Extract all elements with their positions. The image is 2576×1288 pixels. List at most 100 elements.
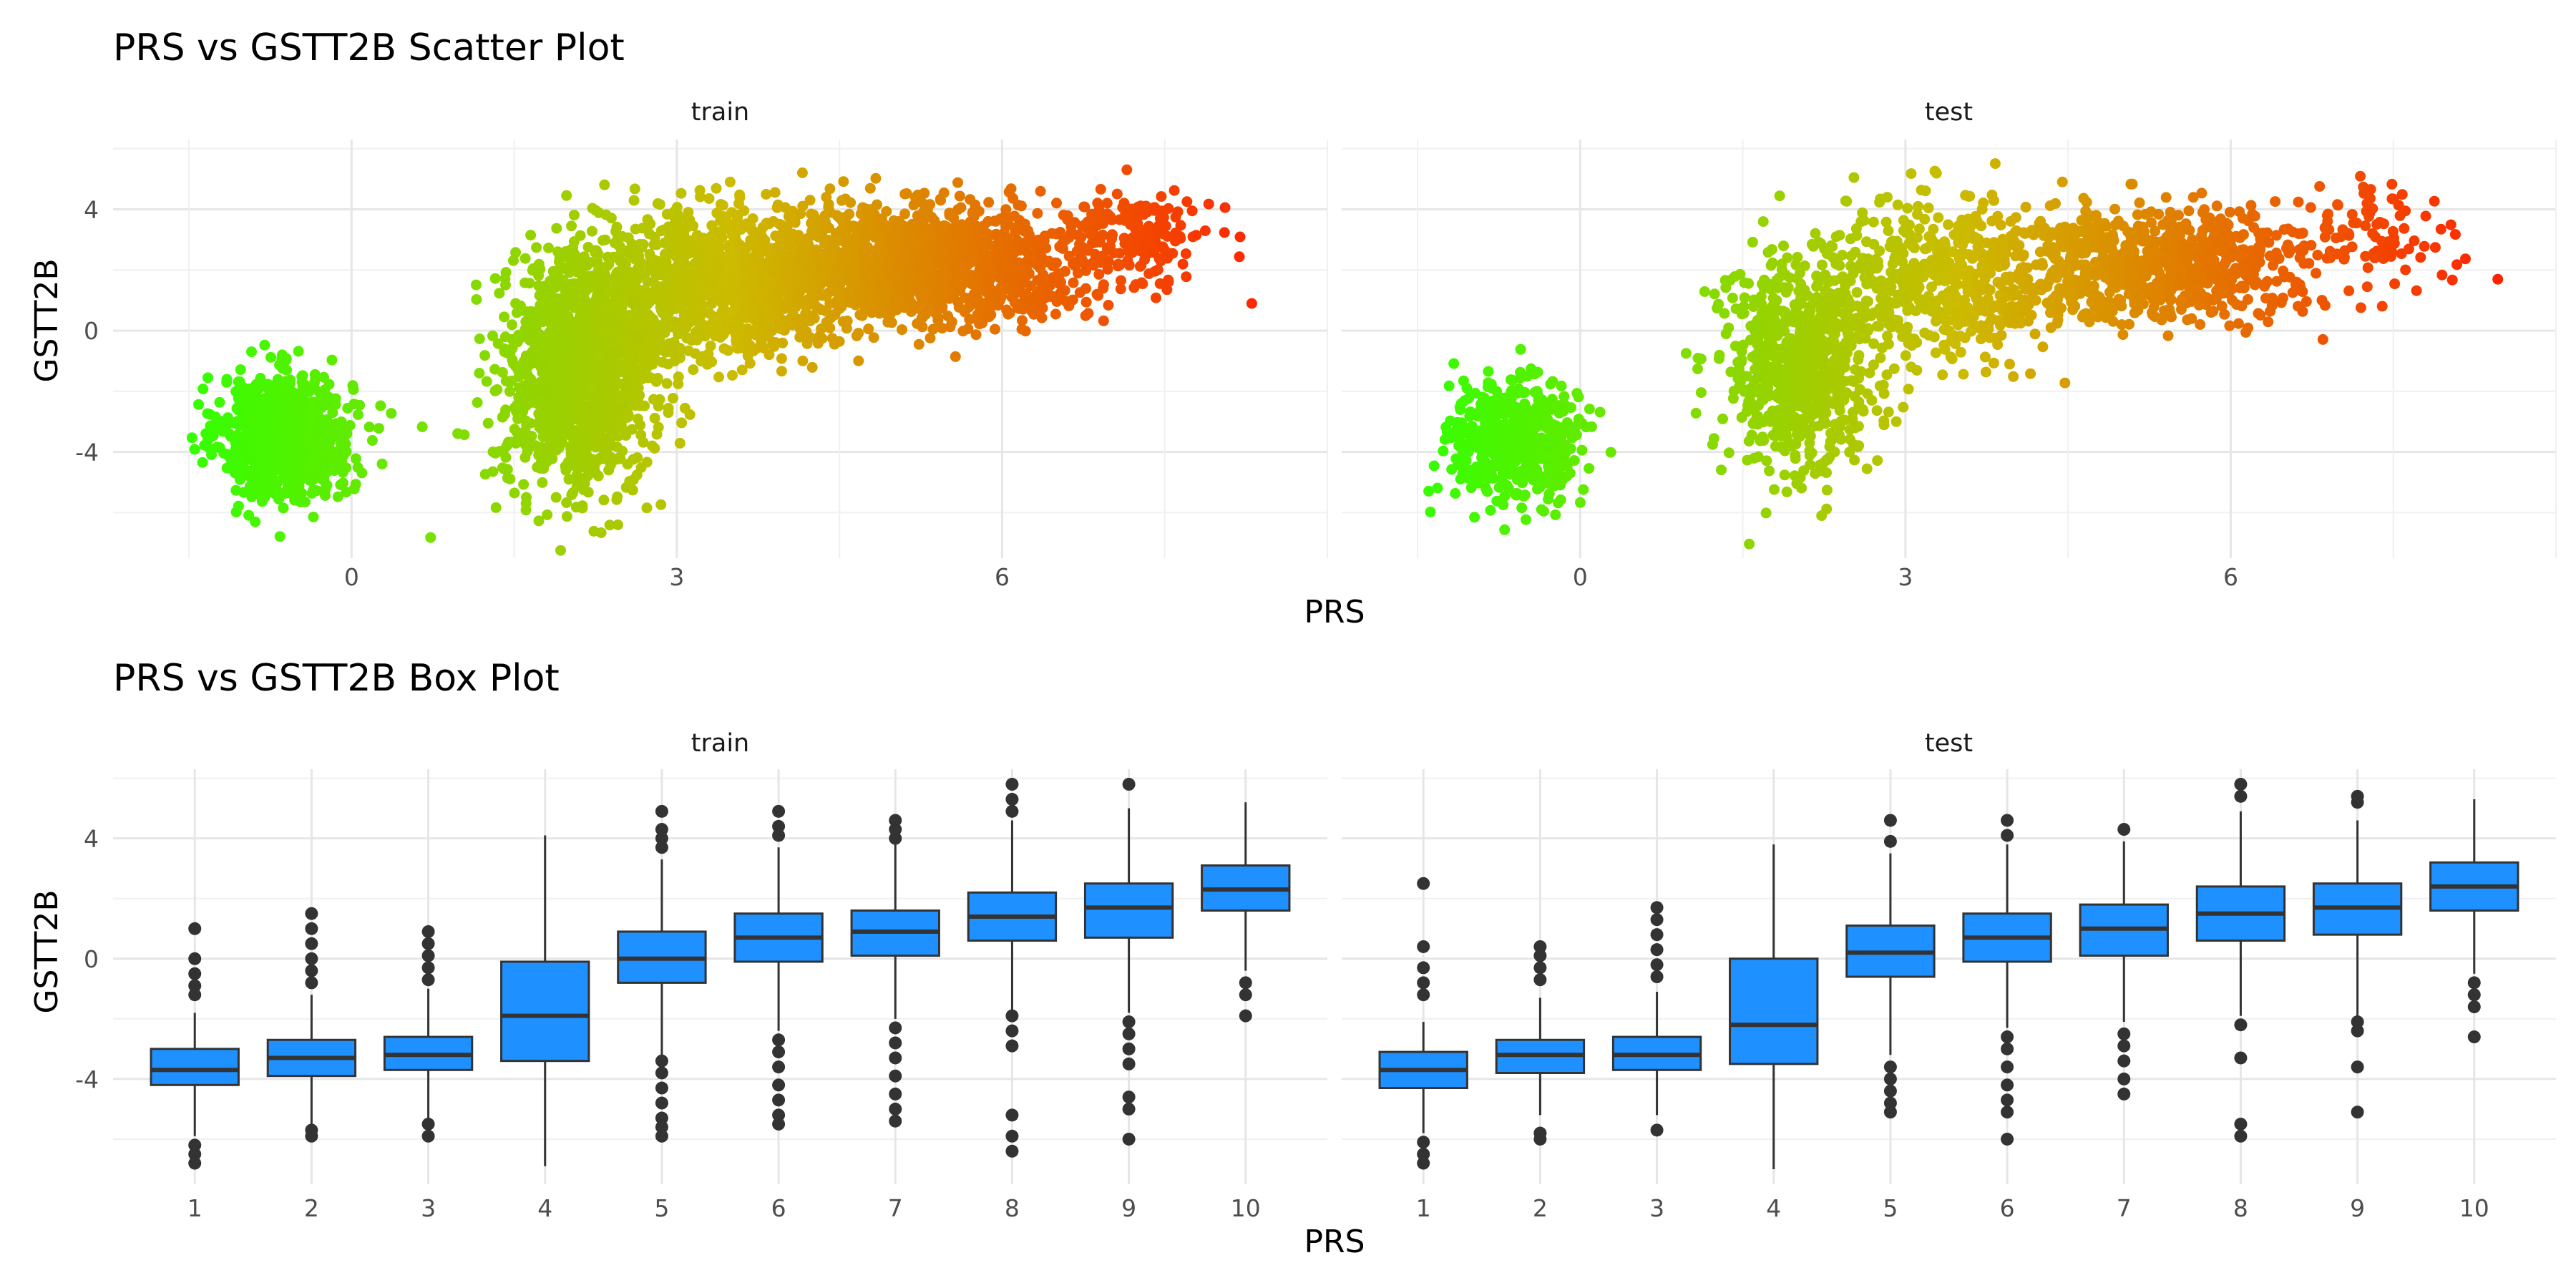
scatter-point	[562, 457, 574, 467]
scatter-point	[768, 259, 779, 270]
scatter-point	[623, 347, 635, 358]
scatter-point	[841, 245, 852, 256]
scatter-point	[707, 270, 718, 282]
scatter-point	[644, 228, 655, 240]
scatter-point	[499, 311, 510, 323]
scatter-point	[580, 297, 592, 308]
scatter-point	[499, 273, 511, 284]
scatter-point	[1015, 200, 1027, 212]
scatter-point	[497, 366, 508, 378]
scatter-point	[214, 396, 225, 408]
scatter-point	[1180, 248, 1191, 260]
scatter-point	[265, 351, 276, 363]
scatter-point	[860, 273, 872, 285]
scatter-point	[562, 319, 574, 331]
scatter-point	[481, 376, 492, 387]
scatter-point	[511, 307, 522, 318]
scatter-point	[1057, 243, 1068, 254]
scatter-point	[273, 386, 284, 397]
scatter-point	[681, 311, 693, 323]
scatter-point	[1092, 197, 1103, 209]
scatter-point	[623, 232, 634, 243]
scatter-point	[319, 384, 331, 396]
scatter-point	[492, 384, 503, 395]
scatter-point	[350, 479, 361, 490]
scatter-point	[716, 232, 728, 243]
scatter-point	[1219, 227, 1230, 238]
scatter-point	[743, 262, 755, 273]
scatter-point	[579, 435, 590, 447]
scatter-point	[624, 476, 635, 487]
scatter-point	[522, 369, 533, 381]
scatter-point	[867, 302, 877, 313]
scatter-point	[769, 187, 781, 198]
scatter-point	[567, 242, 579, 253]
scatter-point	[550, 492, 562, 503]
scatter-point	[605, 313, 615, 324]
scatter-point	[612, 347, 623, 358]
scatter-point	[1039, 256, 1050, 268]
scatter-point	[319, 483, 331, 494]
scatter-point	[793, 289, 804, 301]
scatter-point	[586, 418, 597, 429]
scatter-point	[542, 344, 554, 356]
scatter-point	[984, 292, 995, 303]
scatter-point	[197, 457, 208, 468]
scatter-point	[733, 327, 744, 338]
scatter-point	[955, 202, 967, 213]
scatter-point	[509, 402, 520, 414]
scatter-point	[245, 472, 256, 483]
scatter-point	[890, 243, 902, 255]
scatter-point	[501, 440, 512, 452]
scatter-point	[942, 311, 954, 322]
scatter-point	[641, 308, 653, 320]
scatter-point	[716, 291, 727, 303]
scatter-point	[246, 346, 257, 358]
scatter-point	[524, 381, 535, 392]
scatter-point	[761, 189, 772, 200]
scatter-point	[1090, 237, 1101, 248]
scatter-point	[333, 423, 344, 434]
scatter-point	[756, 231, 768, 243]
scatter-point	[1131, 225, 1143, 236]
scatter-point	[668, 282, 679, 293]
scatter-point	[552, 246, 563, 258]
scatter-point	[1234, 231, 1246, 243]
scatter-points	[1423, 158, 2504, 550]
scatter-point	[280, 467, 292, 479]
scatter-point	[1156, 191, 1167, 203]
scatter-point	[533, 408, 545, 419]
scatter-point	[1121, 164, 1133, 175]
scatter-point	[756, 341, 767, 353]
scatter-point	[962, 293, 974, 304]
scatter-point	[650, 376, 662, 387]
scatter-point	[600, 209, 612, 220]
scatter-point	[655, 281, 665, 293]
scatter-point	[891, 223, 902, 234]
scatter-point	[243, 509, 255, 521]
scatter-point	[341, 487, 352, 498]
scatter-point	[816, 304, 826, 316]
scatter-point	[561, 511, 572, 522]
scatter-point	[796, 167, 808, 178]
scatter-point	[305, 452, 316, 463]
scatter-point	[270, 436, 280, 447]
scatter-point	[269, 450, 280, 462]
scatter-point	[1141, 226, 1152, 238]
scatter-point	[1018, 277, 1030, 288]
scatter-point	[545, 420, 556, 431]
scatter-point	[614, 240, 625, 252]
scatter-point	[629, 183, 640, 195]
scatter-point	[794, 258, 806, 269]
scatter-point	[822, 257, 834, 268]
scatter-point	[356, 467, 368, 479]
scatter-point	[800, 308, 811, 319]
scatter-point	[240, 429, 252, 441]
scatter-point	[598, 453, 610, 464]
scatter-point	[564, 267, 575, 278]
scatter-point	[575, 308, 586, 320]
scatter-point	[1068, 277, 1079, 288]
scatter-point	[683, 269, 694, 280]
scatter-point	[613, 519, 623, 530]
